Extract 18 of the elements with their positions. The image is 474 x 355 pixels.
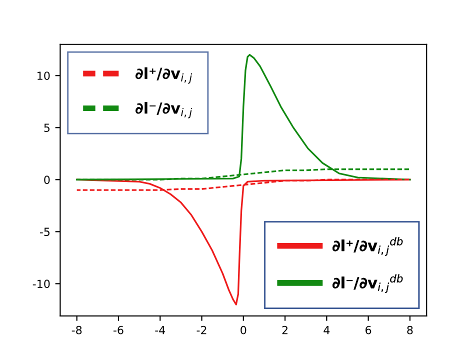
x-tick-label: -2	[196, 326, 206, 334]
x-tick-label: -6	[113, 326, 124, 334]
x-tick-label: -4	[155, 326, 166, 334]
legend-label: ∂l⁺/∂v$_{i,j}$$^{db}$	[332, 237, 403, 256]
legend-label: ∂l⁻/∂v$_{i,j}$$^{db}$	[332, 274, 403, 293]
y-tick-label: 0	[44, 176, 50, 184]
y-tick-label: 5	[44, 124, 50, 132]
x-tick-label: -8	[72, 326, 82, 334]
x-tick-label: 2	[282, 326, 288, 334]
x-tick-label: 6	[366, 326, 372, 334]
x-tick-label: 8	[407, 326, 413, 334]
y-tick-label: -5	[40, 228, 50, 236]
legend-label: ∂l⁺/∂v$_{i,j}$	[136, 67, 192, 84]
y-tick-label: -10	[32, 280, 50, 288]
legend-label: ∂l⁻/∂v$_{i,j}$	[136, 102, 192, 118]
x-tick-label: 4	[324, 326, 330, 334]
x-tick-label: 0	[240, 326, 246, 334]
y-tick-label: 10	[38, 72, 50, 80]
